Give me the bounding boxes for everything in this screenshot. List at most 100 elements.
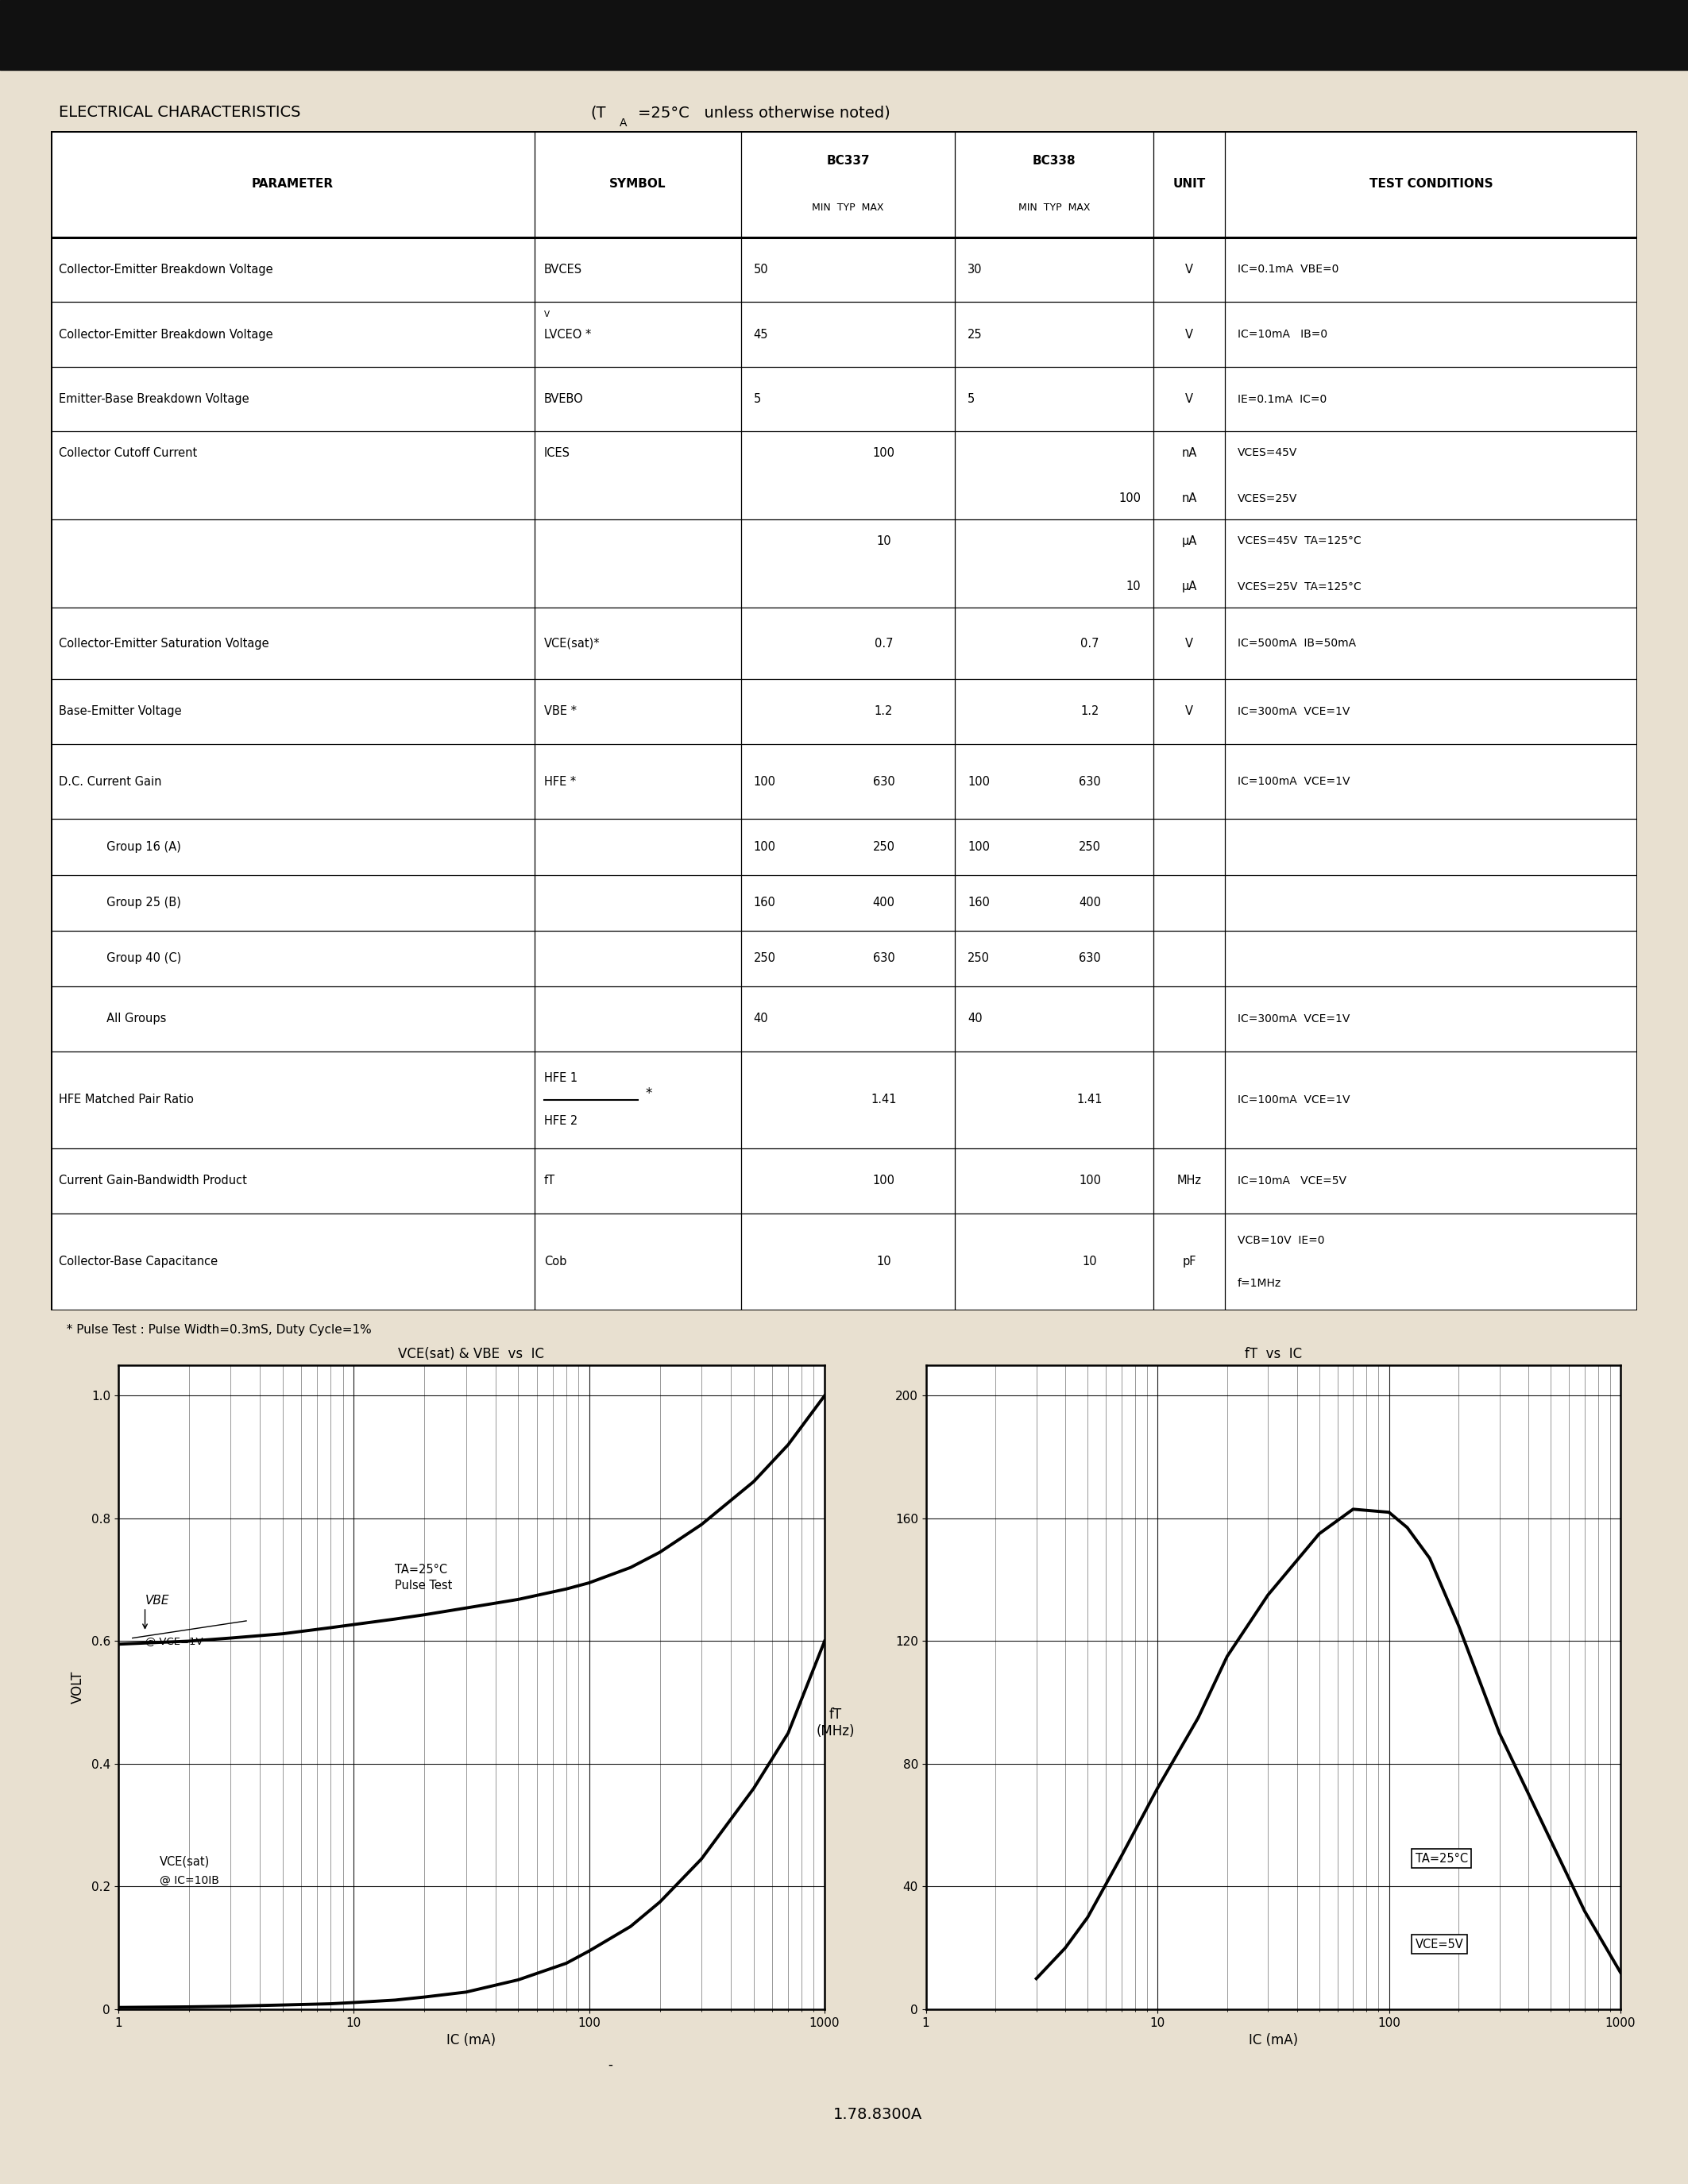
Text: LVCEO *: LVCEO * <box>544 328 591 341</box>
Text: Pulse Test: Pulse Test <box>395 1579 452 1592</box>
Text: 400: 400 <box>1079 898 1101 909</box>
Text: SYMBOL: SYMBOL <box>609 179 667 190</box>
Text: V: V <box>1185 638 1193 649</box>
Text: MHz: MHz <box>1177 1175 1202 1186</box>
Text: 630: 630 <box>1079 952 1101 965</box>
Text: HFE 1: HFE 1 <box>544 1072 577 1083</box>
Text: Cob: Cob <box>544 1256 567 1267</box>
Text: Group 40 (C): Group 40 (C) <box>59 952 181 965</box>
Text: BC337: BC337 <box>825 155 869 166</box>
Title: VCE(sat) & VBE  vs  IC: VCE(sat) & VBE vs IC <box>398 1348 545 1361</box>
Text: 10: 10 <box>1126 581 1141 592</box>
Text: IC=100mA  VCE=1V: IC=100mA VCE=1V <box>1237 1094 1350 1105</box>
Text: * Pulse Test : Pulse Width=0.3mS, Duty Cycle=1%: * Pulse Test : Pulse Width=0.3mS, Duty C… <box>59 1324 371 1334</box>
Text: Group 16 (A): Group 16 (A) <box>59 841 181 854</box>
Text: 50: 50 <box>753 264 768 275</box>
Text: BVEBO: BVEBO <box>544 393 584 406</box>
Text: 1.2: 1.2 <box>1080 705 1099 719</box>
Text: 250: 250 <box>873 841 895 854</box>
Text: MIN  TYP  MAX: MIN TYP MAX <box>1018 203 1090 212</box>
Text: nA: nA <box>1182 494 1197 505</box>
Text: nA: nA <box>1182 448 1197 459</box>
Text: 100: 100 <box>873 1175 895 1186</box>
Text: UNIT: UNIT <box>1173 179 1205 190</box>
Text: All Groups: All Groups <box>59 1013 165 1024</box>
Text: 45: 45 <box>753 328 768 341</box>
Text: fT: fT <box>544 1175 555 1186</box>
Text: 100: 100 <box>967 841 989 854</box>
Text: 1.78.8300A: 1.78.8300A <box>834 2108 922 2121</box>
Text: 5: 5 <box>967 393 976 406</box>
X-axis label: IC (mA): IC (mA) <box>1249 2033 1298 2049</box>
Text: 10: 10 <box>1082 1256 1097 1267</box>
Text: 250: 250 <box>753 952 776 965</box>
Text: VCE(sat)*: VCE(sat)* <box>544 638 601 649</box>
Text: 40: 40 <box>753 1013 768 1024</box>
Text: 250: 250 <box>967 952 989 965</box>
Text: 630: 630 <box>873 952 895 965</box>
Text: D.C. Current Gain: D.C. Current Gain <box>59 775 162 788</box>
Text: IC=10mA   IB=0: IC=10mA IB=0 <box>1237 330 1327 341</box>
Text: IC=10mA   VCE=5V: IC=10mA VCE=5V <box>1237 1175 1347 1186</box>
Text: 630: 630 <box>1079 775 1101 788</box>
Y-axis label: VOLT: VOLT <box>71 1671 84 1704</box>
Text: 100: 100 <box>967 775 989 788</box>
Text: Base-Emitter Voltage: Base-Emitter Voltage <box>59 705 181 719</box>
Text: 1.41: 1.41 <box>1077 1094 1102 1105</box>
Text: 0.7: 0.7 <box>1080 638 1099 649</box>
Text: μA: μA <box>1182 581 1197 592</box>
Text: V: V <box>544 310 550 319</box>
Text: 1.2: 1.2 <box>874 705 893 719</box>
Text: μA: μA <box>1182 535 1197 546</box>
Text: A: A <box>619 118 626 129</box>
Text: 250: 250 <box>1079 841 1101 854</box>
Text: BC338: BC338 <box>1033 155 1075 166</box>
Text: VCES=45V  TA=125°C: VCES=45V TA=125°C <box>1237 535 1361 546</box>
Text: @ VCE=1V: @ VCE=1V <box>145 1636 203 1647</box>
Text: 100: 100 <box>873 448 895 459</box>
Text: VBE *: VBE * <box>544 705 577 719</box>
Text: IC=0.1mA  VBE=0: IC=0.1mA VBE=0 <box>1237 264 1339 275</box>
Text: HFE 2: HFE 2 <box>544 1116 577 1127</box>
Text: HFE *: HFE * <box>544 775 576 788</box>
Text: 100: 100 <box>1079 1175 1101 1186</box>
X-axis label: IC (mA): IC (mA) <box>447 2033 496 2049</box>
Text: VCES=25V  TA=125°C: VCES=25V TA=125°C <box>1237 581 1361 592</box>
Text: IC=500mA  IB=50mA: IC=500mA IB=50mA <box>1237 638 1355 649</box>
Text: VCE(sat): VCE(sat) <box>160 1856 209 1867</box>
Text: Collector Cutoff Current: Collector Cutoff Current <box>59 448 197 459</box>
Text: V: V <box>1185 393 1193 406</box>
Text: TA=25°C: TA=25°C <box>1415 1852 1469 1865</box>
Text: VCES=45V: VCES=45V <box>1237 448 1298 459</box>
Text: 630: 630 <box>873 775 895 788</box>
Text: 160: 160 <box>753 898 776 909</box>
Text: Collector-Emitter Breakdown Voltage: Collector-Emitter Breakdown Voltage <box>59 264 273 275</box>
Text: 0.7: 0.7 <box>874 638 893 649</box>
Text: 10: 10 <box>876 535 891 546</box>
Text: TA=25°C: TA=25°C <box>395 1564 447 1577</box>
Text: @ IC=10IB: @ IC=10IB <box>160 1874 219 1885</box>
Text: Emitter-Base Breakdown Voltage: Emitter-Base Breakdown Voltage <box>59 393 248 406</box>
Text: =25°C   unless otherwise noted): =25°C unless otherwise noted) <box>638 105 891 120</box>
Text: *: * <box>645 1088 652 1101</box>
Text: 1.41: 1.41 <box>871 1094 896 1105</box>
Text: V: V <box>1185 264 1193 275</box>
Text: IC=300mA  VCE=1V: IC=300mA VCE=1V <box>1237 1013 1350 1024</box>
Text: 40: 40 <box>967 1013 982 1024</box>
Text: Current Gain-Bandwidth Product: Current Gain-Bandwidth Product <box>59 1175 246 1186</box>
Text: Group 25 (B): Group 25 (B) <box>59 898 181 909</box>
Text: ELECTRICAL CHARACTERISTICS: ELECTRICAL CHARACTERISTICS <box>59 105 300 120</box>
Text: 100: 100 <box>1119 494 1141 505</box>
Text: 100: 100 <box>753 841 776 854</box>
Text: VCES=25V: VCES=25V <box>1237 494 1298 505</box>
Text: ICES: ICES <box>544 448 571 459</box>
Text: IE=0.1mA  IC=0: IE=0.1mA IC=0 <box>1237 393 1327 404</box>
Bar <box>0 0 1688 70</box>
Text: V: V <box>1185 705 1193 719</box>
Text: (T: (T <box>591 105 606 120</box>
Text: 100: 100 <box>753 775 776 788</box>
Text: VBE: VBE <box>145 1594 169 1607</box>
Text: MIN  TYP  MAX: MIN TYP MAX <box>812 203 885 212</box>
Text: VCB=10V  IE=0: VCB=10V IE=0 <box>1237 1234 1325 1245</box>
Text: TEST CONDITIONS: TEST CONDITIONS <box>1369 179 1492 190</box>
